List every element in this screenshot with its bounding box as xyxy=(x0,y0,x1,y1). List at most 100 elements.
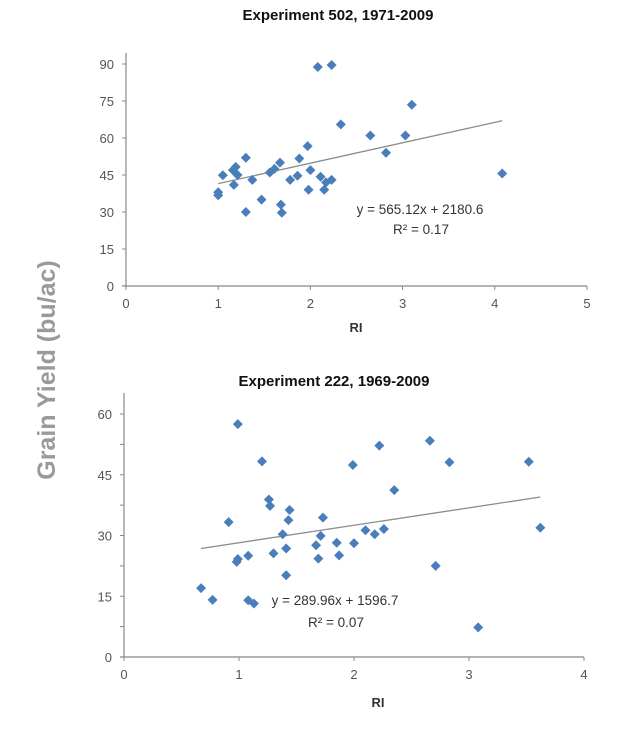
chart-2-data-point xyxy=(281,543,292,554)
chart-1-data-point xyxy=(240,207,251,217)
chart-1-equation: y = 565.12x + 2180.6 xyxy=(357,202,484,217)
chart-2-trendline xyxy=(200,496,541,550)
chart-1-data-point xyxy=(256,194,267,205)
chart-2-x-tick-label: 4 xyxy=(580,667,587,682)
chart-1-r2: R² = 0.17 xyxy=(393,222,449,237)
y-axis-label: Grain Yield (bu/ac) xyxy=(33,260,61,480)
chart-1-data-point xyxy=(406,99,417,110)
chart-2-data-point xyxy=(317,512,328,523)
chart-2-data-point xyxy=(424,435,435,446)
chart-2-data-point xyxy=(347,460,358,471)
chart-1-data-point xyxy=(326,174,337,185)
chart-2-data-point xyxy=(277,529,288,540)
chart-1-data-point xyxy=(217,170,228,181)
chart-2-data-point xyxy=(265,500,276,511)
chart-1-trendline xyxy=(218,120,503,185)
chart-2-x-tick-label: 3 xyxy=(465,667,472,682)
chart-1-title: Experiment 502, 1971-2009 xyxy=(243,7,434,24)
chart-2-x-label: RI xyxy=(372,695,385,710)
chart-1-data-point xyxy=(326,59,337,70)
chart-2-data-point xyxy=(389,485,400,496)
chart-1-x-tick-label: 3 xyxy=(399,296,406,311)
chart-2-data-point xyxy=(283,515,294,526)
chart-2-x-tick-label: 2 xyxy=(350,667,357,682)
chart-1-data-point xyxy=(303,184,314,195)
chart-1-y-tick-label: 45 xyxy=(100,168,114,183)
chart-1-data-point xyxy=(230,161,241,172)
chart-1-x-tick-label: 2 xyxy=(307,296,314,311)
chart-1-data-point xyxy=(335,119,346,130)
chart-2-data-point xyxy=(334,550,345,561)
chart-1-data-point xyxy=(274,157,285,168)
chart-1-x-tick-label: 5 xyxy=(583,296,590,311)
chart-1-data-point xyxy=(269,163,280,174)
chart-2-data-point xyxy=(444,457,455,468)
chart-1-x-tick-label: 1 xyxy=(215,296,222,311)
chart-2-data-point xyxy=(263,494,274,505)
chart-1-y-tick-label: 75 xyxy=(100,94,114,109)
chart-1-y-tick-label: 90 xyxy=(100,57,114,72)
chart-1-data-point xyxy=(228,179,239,190)
chart-2-data-point xyxy=(248,598,259,609)
chart-1-data-point xyxy=(381,147,392,158)
chart-2-data-point xyxy=(281,570,292,581)
chart-1-y-tick-label: 60 xyxy=(100,131,114,146)
chart-2-data-point xyxy=(257,456,267,467)
chart-2-data-point xyxy=(331,537,342,548)
chart-1-data-point xyxy=(276,207,287,218)
chart-2-data-point xyxy=(284,504,295,515)
chart-2-data-point xyxy=(313,553,324,564)
chart-2-x-tick-label: 0 xyxy=(120,667,127,682)
chart-1-data-point xyxy=(247,174,258,185)
chart-1-data-point xyxy=(400,130,411,141)
chart-2-data-point xyxy=(360,525,371,536)
chart-1-y-tick-label: 15 xyxy=(100,242,114,257)
chart-2-r2: R² = 0.07 xyxy=(308,615,364,630)
chart-2-data-point xyxy=(349,538,359,549)
chart-2-y-tick-label: 15 xyxy=(98,589,112,604)
chart-1-data-point xyxy=(302,141,313,152)
chart-2-data-point xyxy=(315,530,326,541)
chart-1-y-tick-label: 0 xyxy=(107,279,114,294)
chart-1-data-point xyxy=(240,152,251,163)
chart-1-y-tick-label: 30 xyxy=(100,205,114,220)
chart-1-data-point xyxy=(292,170,303,181)
chart-2-y-tick-label: 0 xyxy=(105,650,112,665)
chart-1-data-point xyxy=(365,130,376,141)
chart-2-data-point xyxy=(374,440,385,451)
chart-1-x-tick-label: 4 xyxy=(491,296,498,311)
chart-1-x-label: RI xyxy=(350,320,363,335)
chart-2-data-point xyxy=(535,522,546,533)
chart-2-data-point xyxy=(232,553,243,564)
chart-1-data-point xyxy=(232,170,243,180)
chart-1-data-point xyxy=(294,153,305,164)
chart-2-data-point xyxy=(207,594,218,605)
chart-1-x-tick-label: 0 xyxy=(122,296,129,311)
chart-2-title: Experiment 222, 1969-2009 xyxy=(239,373,430,390)
chart-2-data-point xyxy=(369,529,380,540)
chart-2-data-point xyxy=(378,524,389,535)
chart-2-data-point xyxy=(473,622,484,633)
chart-1-data-point xyxy=(319,184,330,195)
chart-2-y-tick-label: 30 xyxy=(98,529,112,544)
chart-1-data-point xyxy=(285,174,296,185)
chart-2-data-point xyxy=(232,419,243,430)
chart-2-y-tick-label: 45 xyxy=(98,468,112,483)
chart-1-data-point xyxy=(497,168,508,179)
chart-1-data-point xyxy=(275,199,286,210)
chart-2-data-point xyxy=(243,550,254,561)
chart-2-data-point xyxy=(430,560,441,571)
chart-2-data-point xyxy=(268,548,279,559)
chart-1-data-point xyxy=(305,165,316,176)
chart-2-data-point xyxy=(223,517,234,528)
chart-2-data-point xyxy=(523,456,534,467)
chart-1-data-point xyxy=(312,61,323,72)
chart-2-data-point xyxy=(311,540,322,551)
chart-2-data-point xyxy=(196,583,207,594)
chart-1-data-point xyxy=(213,187,224,198)
chart-2-equation: y = 289.96x + 1596.7 xyxy=(272,593,399,608)
chart-2-y-tick-label: 60 xyxy=(98,407,112,422)
chart-1-data-point xyxy=(315,171,326,182)
chart-2-x-tick-label: 1 xyxy=(235,667,242,682)
